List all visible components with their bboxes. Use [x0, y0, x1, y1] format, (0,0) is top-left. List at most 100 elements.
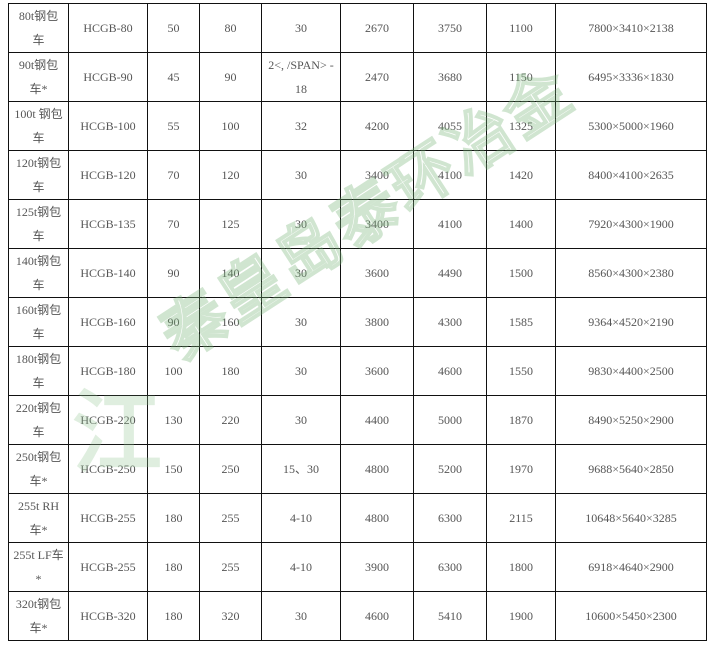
cell-col-7: 6300 [413, 493, 487, 543]
cell-col-8: 1970 [486, 444, 556, 494]
cell-col-4: 320 [199, 591, 262, 641]
cell-model-code: HCGB-320 [68, 591, 148, 641]
cell-col-4: 160 [199, 297, 262, 347]
cell-model-name: 255t RH车* [8, 493, 69, 543]
cell-col-8: 1100 [486, 3, 556, 53]
table-row: 90t钢包车* HCGB-90 45 90 2<, /SPAN> - 18 2470 368… [8, 52, 707, 102]
cell-col-7: 3680 [413, 52, 487, 102]
cell-col-8: 1400 [486, 199, 556, 249]
table-row: 320t钢包车* HCGB-320 180 320 30 4600 5410 1900 1060… [8, 591, 707, 641]
cell-col-7: 5410 [413, 591, 487, 641]
cell-col-7: 4100 [413, 150, 487, 200]
cell-col-7: 6300 [413, 542, 487, 592]
cell-col-7: 4300 [413, 297, 487, 347]
table-row: 220t钢包车 HCGB-220 130 220 30 4400 5000 1870 8490×… [8, 395, 707, 445]
cell-col-3: 180 [147, 591, 200, 641]
cell-col-5: 30 [261, 3, 341, 53]
cell-model-name: 220t钢包车 [8, 395, 69, 445]
cell-col-3: 180 [147, 493, 200, 543]
cell-col-8: 1900 [486, 591, 556, 641]
cell-col-6: 4600 [340, 591, 414, 641]
cell-col-5: 30 [261, 150, 341, 200]
cell-col-5: 2<, /SPAN> - 18 [261, 52, 341, 102]
cell-model-name: 180t钢包车 [8, 346, 69, 396]
cell-model-code: HCGB-250 [68, 444, 148, 494]
cell-model-code: HCGB-120 [68, 150, 148, 200]
cell-col-4: 90 [199, 52, 262, 102]
cell-model-code: HCGB-140 [68, 248, 148, 298]
cell-col-6: 3600 [340, 346, 414, 396]
cell-col-5: 32 [261, 101, 341, 151]
cell-model-name: 120t钢包车 [8, 150, 69, 200]
cell-col-3: 150 [147, 444, 200, 494]
cell-col-8: 1325 [486, 101, 556, 151]
cell-col-6: 3800 [340, 297, 414, 347]
cell-col-8: 1870 [486, 395, 556, 445]
cell-col-5: 30 [261, 395, 341, 445]
cell-col-3: 100 [147, 346, 200, 396]
cell-col-3: 55 [147, 101, 200, 151]
ladle-car-spec-table: 80t钢包车 HCGB-80 50 80 30 2670 3750 1100 7800×3410… [8, 3, 707, 641]
cell-dimensions: 8490×5250×2900 [555, 395, 707, 445]
cell-col-3: 90 [147, 248, 200, 298]
cell-dimensions: 7920×4300×1900 [555, 199, 707, 249]
cell-col-5: 30 [261, 346, 341, 396]
cell-col-8: 1150 [486, 52, 556, 102]
cell-dimensions: 9688×5640×2850 [555, 444, 707, 494]
cell-col-7: 5000 [413, 395, 487, 445]
cell-col-6: 3400 [340, 150, 414, 200]
cell-dimensions: 7800×3410×2138 [555, 3, 707, 53]
cell-col-8: 1420 [486, 150, 556, 200]
cell-dimensions: 10648×5640×3285 [555, 493, 707, 543]
cell-dimensions: 5300×5000×1960 [555, 101, 707, 151]
cell-col-8: 1550 [486, 346, 556, 396]
cell-col-4: 125 [199, 199, 262, 249]
cell-dimensions: 6918×4640×2900 [555, 542, 707, 592]
cell-model-name: 160t钢包车 [8, 297, 69, 347]
cell-model-code: HCGB-255 [68, 542, 148, 592]
cell-model-code: HCGB-90 [68, 52, 148, 102]
cell-col-6: 4800 [340, 493, 414, 543]
cell-col-3: 70 [147, 150, 200, 200]
cell-model-code: HCGB-135 [68, 199, 148, 249]
table-row: 250t钢包车* HCGB-250 150 250 15、30 4800 5200 1970 9… [8, 444, 707, 494]
cell-model-name: 255t LF车* [8, 542, 69, 592]
cell-col-4: 100 [199, 101, 262, 151]
cell-col-4: 120 [199, 150, 262, 200]
cell-dimensions: 8560×4300×2380 [555, 248, 707, 298]
cell-col-5: 4-10 [261, 542, 341, 592]
cell-model-code: HCGB-255 [68, 493, 148, 543]
table-row: 160t钢包车 HCGB-160 90 160 30 3800 4300 1585 9364×4… [8, 297, 707, 347]
table-row: 80t钢包车 HCGB-80 50 80 30 2670 3750 1100 7800×3410… [8, 3, 707, 53]
cell-col-5: 30 [261, 248, 341, 298]
table-row: 255t RH车* HCGB-255 180 255 4-10 4800 6300 2115 1… [8, 493, 707, 543]
table-row: 125t钢包车 HCGB-135 70 125 30 3400 4100 1400 7920×4… [8, 199, 707, 249]
table-row: 140t钢包车 HCGB-140 90 140 30 3600 4490 1500 8560×4… [8, 248, 707, 298]
cell-col-4: 180 [199, 346, 262, 396]
cell-model-name: 90t钢包车* [8, 52, 69, 102]
cell-dimensions: 9830×4400×2500 [555, 346, 707, 396]
cell-col-3: 45 [147, 52, 200, 102]
cell-model-name: 125t钢包车 [8, 199, 69, 249]
cell-dimensions: 8400×4100×2635 [555, 150, 707, 200]
table-row: 180t钢包车 HCGB-180 100 180 30 3600 4600 1550 9830×… [8, 346, 707, 396]
cell-col-6: 3900 [340, 542, 414, 592]
table-row: 100t 钢包车 HCGB-100 55 100 32 4200 4055 1325 5300×… [8, 101, 707, 151]
cell-col-5: 4-10 [261, 493, 341, 543]
cell-col-3: 50 [147, 3, 200, 53]
cell-col-4: 250 [199, 444, 262, 494]
cell-col-4: 220 [199, 395, 262, 445]
table-row: 120t钢包车 HCGB-120 70 120 30 3400 4100 1420 8400×4… [8, 150, 707, 200]
cell-col-5: 30 [261, 591, 341, 641]
cell-col-8: 2115 [486, 493, 556, 543]
cell-model-code: HCGB-180 [68, 346, 148, 396]
cell-col-8: 1585 [486, 297, 556, 347]
cell-col-7: 4055 [413, 101, 487, 151]
cell-dimensions: 10600×5450×2300 [555, 591, 707, 641]
cell-col-6: 4800 [340, 444, 414, 494]
cell-col-3: 90 [147, 297, 200, 347]
cell-model-name: 100t 钢包车 [8, 101, 69, 151]
cell-model-code: HCGB-100 [68, 101, 148, 151]
cell-col-7: 4100 [413, 199, 487, 249]
cell-col-5: 15、30 [261, 444, 341, 494]
